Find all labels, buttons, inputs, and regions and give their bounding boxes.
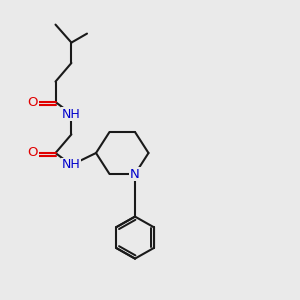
Text: NH: NH xyxy=(62,107,81,121)
Text: N: N xyxy=(130,167,140,181)
Text: O: O xyxy=(28,95,38,109)
Text: NH: NH xyxy=(62,158,81,172)
Text: O: O xyxy=(28,146,38,160)
